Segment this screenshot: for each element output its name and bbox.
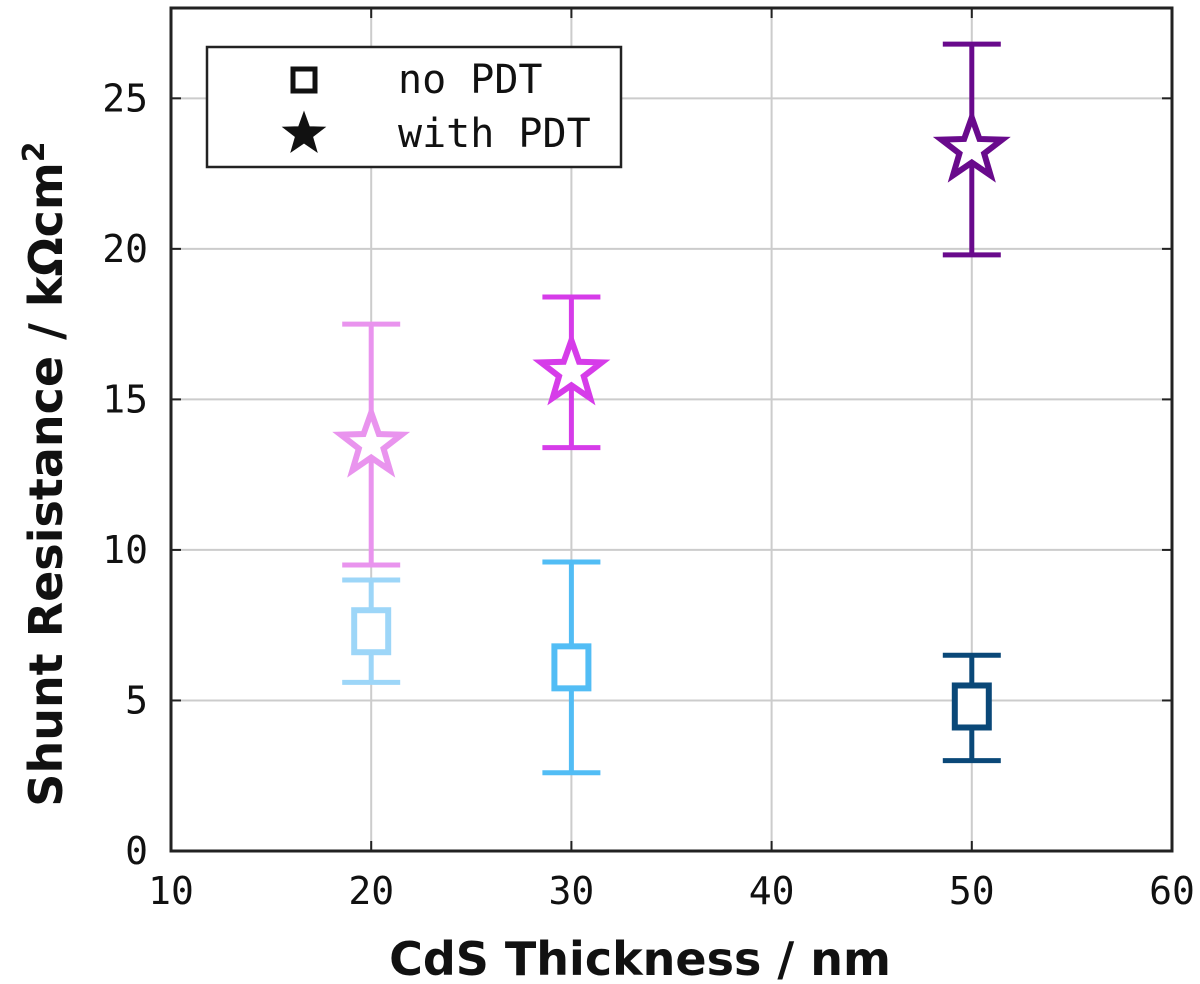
y-tick-label: 15 — [102, 377, 148, 421]
legend-box — [205, 45, 623, 169]
x-tick-label: 60 — [1149, 869, 1195, 913]
legend-square-icon — [290, 66, 318, 94]
error-bars — [342, 41, 1001, 776]
legend-star-icon — [281, 110, 327, 153]
legend-label: with PDT — [398, 111, 591, 157]
x-tick-label: 20 — [348, 869, 394, 913]
star-marker — [932, 108, 1011, 183]
y-tick-label: 25 — [102, 76, 148, 120]
x-tick-label: 10 — [148, 869, 194, 913]
star-marker — [332, 403, 411, 478]
y-axis-label-superscript: 2 — [17, 141, 52, 162]
y-tick-label: 0 — [125, 829, 148, 873]
square-marker — [951, 682, 992, 731]
y-tick-label: 10 — [102, 528, 148, 572]
y-axis-label-main: Shunt Resistance / kΩcm — [19, 162, 73, 807]
square-marker — [551, 643, 592, 692]
square-marker — [351, 607, 392, 656]
legend: no PDT with PDT — [205, 45, 623, 169]
data-markers — [332, 108, 1011, 731]
y-axis-label: Shunt Resistance / kΩcm2 — [17, 141, 73, 806]
y-tick-labels: 0 5 10 15 20 25 — [102, 76, 148, 873]
y-tick-label: 5 — [125, 678, 148, 722]
x-tick-label: 30 — [549, 869, 595, 913]
star-marker — [532, 331, 611, 406]
legend-label: no PDT — [398, 57, 543, 103]
y-tick-label: 20 — [102, 227, 148, 271]
x-tick-label: 40 — [749, 869, 795, 913]
plot-frame — [169, 6, 1174, 853]
x-tick-labels: 10 20 30 40 50 60 — [148, 869, 1195, 913]
x-axis-label: CdS Thickness / nm — [389, 932, 891, 984]
x-tick-label: 50 — [949, 869, 995, 913]
